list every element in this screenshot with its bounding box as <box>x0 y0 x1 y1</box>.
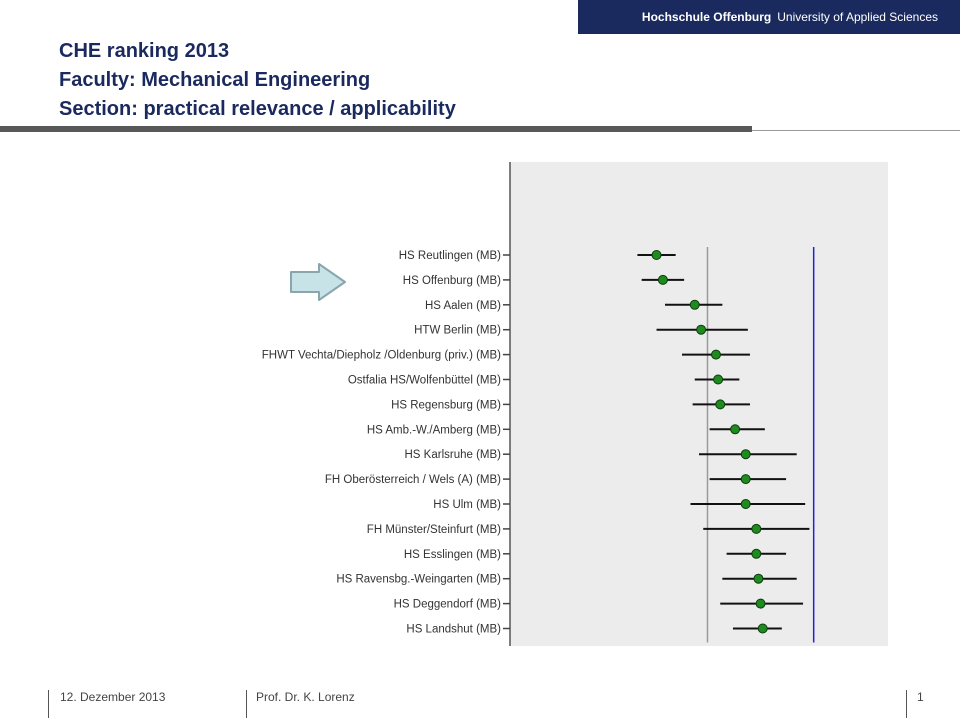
y-tick-label: HS Karlsruhe (MB) <box>405 449 502 461</box>
y-tick-label: HS Esslingen (MB) <box>404 549 501 561</box>
data-point <box>757 623 768 634</box>
institution-tagline: University of Applied Sciences <box>777 10 938 24</box>
slide-title: CHE ranking 2013 Faculty: Mechanical Eng… <box>59 37 456 124</box>
data-point <box>730 424 741 435</box>
y-tick-label: HS Regensburg (MB) <box>391 399 501 411</box>
y-tick-label: HS Offenburg (MB) <box>403 275 501 287</box>
data-point <box>751 523 762 534</box>
slide-title-line-3: Section: practical relevance / applicabi… <box>59 98 456 120</box>
ranking-chart: HS Reutlingen (MB) HS Offenburg (MB) HS Aa… <box>262 162 888 646</box>
footer-date: 12. Dezember 2013 <box>60 690 166 704</box>
y-tick-label: Ostfalia HS/Wolfenbüttel (MB) <box>348 375 501 387</box>
y-tick-label: HS Ulm (MB) <box>433 499 501 511</box>
slide-title-line-2: Faculty: Mechanical Engineering <box>59 69 371 91</box>
institution-name: Hochschule Offenburg <box>641 10 772 24</box>
data-point <box>755 598 766 609</box>
y-tick-label: HS Reutlingen (MB) <box>399 250 501 262</box>
institution-banner: Hochschule Offenburg University of Appli… <box>578 0 960 34</box>
data-point <box>696 324 707 335</box>
footer-divider <box>246 690 247 718</box>
data-point <box>751 548 762 559</box>
title-divider-light <box>752 130 960 131</box>
data-point <box>710 349 721 360</box>
footer-divider <box>48 690 49 718</box>
y-tick-label: HS Deggendorf (MB) <box>394 599 502 611</box>
y-tick-label: HS Aalen (MB) <box>425 300 501 312</box>
data-point <box>689 299 700 310</box>
data-point <box>753 573 764 584</box>
data-point <box>651 250 662 260</box>
slide-title-line-1: CHE ranking 2013 <box>59 40 230 62</box>
footer-author: Prof. Dr. K. Lorenz <box>256 690 355 704</box>
footer-divider <box>906 690 907 718</box>
y-tick-label: FHWT Vechta/Diepholz /Oldenburg (priv.) … <box>262 350 501 362</box>
data-point <box>713 374 724 385</box>
y-tick-label: HS Landshut (MB) <box>406 624 501 636</box>
title-divider-dark <box>0 126 752 132</box>
y-tick-label: FH Oberösterreich / Wels (A) (MB) <box>325 474 501 486</box>
footer-page-number: 1 <box>917 690 924 704</box>
y-tick-label: HS Ravensbg.-Weingarten (MB) <box>336 574 501 586</box>
y-tick-label: HS Amb.-W./Amberg (MB) <box>367 424 501 436</box>
y-tick-label: HTW Berlin (MB) <box>414 325 501 337</box>
data-point <box>657 274 668 285</box>
data-point <box>740 474 751 485</box>
data-point <box>740 499 751 509</box>
right-arrow-icon <box>290 263 346 301</box>
data-point <box>740 449 751 460</box>
y-tick-label: FH Münster/Steinfurt (MB) <box>367 524 501 536</box>
data-point <box>715 399 726 410</box>
